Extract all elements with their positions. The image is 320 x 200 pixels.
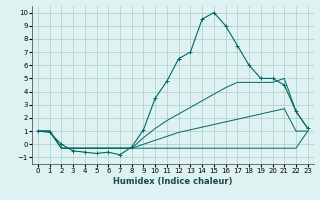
X-axis label: Humidex (Indice chaleur): Humidex (Indice chaleur): [113, 177, 233, 186]
